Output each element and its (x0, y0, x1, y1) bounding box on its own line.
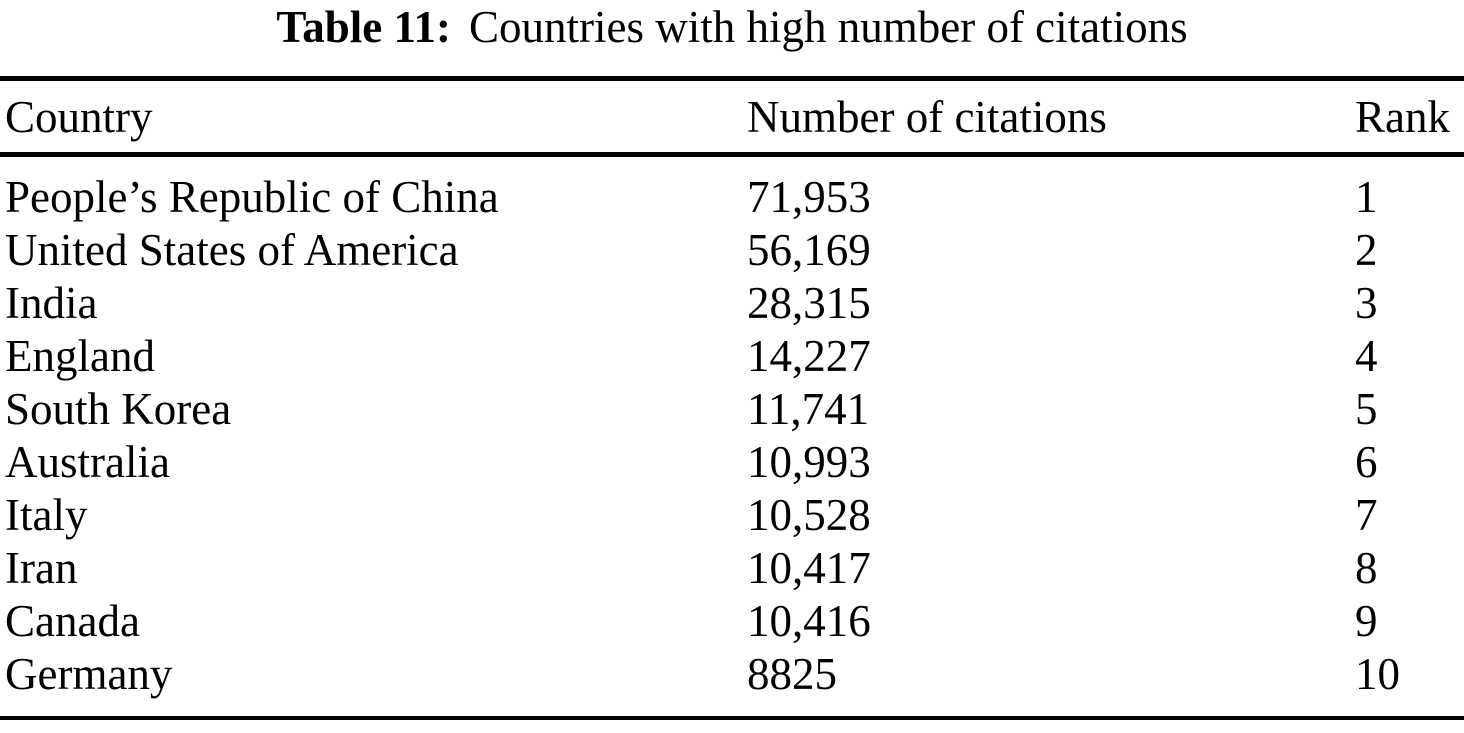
cell-rank: 5 (1355, 384, 1378, 434)
table-row: Iran 10,417 8 (0, 542, 1464, 595)
table-row: Canada 10,416 9 (0, 595, 1464, 648)
column-header-country: Country (0, 78, 747, 157)
table-row: People’s Republic of China 71,953 1 (0, 155, 1464, 225)
cell-citations: 10,993 (747, 437, 871, 487)
table-row: Italy 10,528 7 (0, 489, 1464, 542)
cell-country: Germany (5, 649, 173, 699)
cell-rank: 10 (1355, 649, 1400, 699)
table-row: Australia 10,993 6 (0, 436, 1464, 489)
cell-citations: 71,953 (747, 172, 871, 222)
cell-citations: 10,416 (747, 596, 871, 646)
citations-table: Country Number of citations Rank People’… (0, 76, 1464, 720)
cell-country: People’s Republic of China (5, 172, 499, 222)
cell-rank: 6 (1355, 437, 1378, 487)
cell-rank: 1 (1355, 172, 1378, 222)
table-row: England 14,227 4 (0, 330, 1464, 383)
cell-rank: 8 (1355, 543, 1378, 593)
cell-country: Iran (5, 543, 78, 593)
cell-citations: 28,315 (747, 278, 871, 328)
table-row: Germany 8825 10 (0, 648, 1464, 718)
cell-citations: 14,227 (747, 331, 871, 381)
cell-rank: 2 (1355, 225, 1378, 275)
cell-citations: 11,741 (747, 384, 870, 434)
cell-country: South Korea (5, 384, 232, 434)
cell-rank: 3 (1355, 278, 1378, 328)
cell-country: Australia (5, 437, 170, 487)
table-row: India 28,315 3 (0, 277, 1464, 330)
table-caption-text: Countries with high number of citations (468, 2, 1188, 52)
cell-country: United States of America (5, 225, 459, 275)
table-caption: Table 11: Countries with high number of c… (0, 0, 1464, 76)
cell-country: Italy (5, 490, 88, 540)
cell-citations: 10,417 (747, 543, 871, 593)
cell-country: Canada (5, 596, 140, 646)
cell-citations: 56,169 (747, 225, 871, 275)
column-header-citations: Number of citations (747, 78, 1355, 157)
table-row: United States of America 56,169 2 (0, 224, 1464, 277)
column-header-rank: Rank (1355, 78, 1464, 157)
cell-rank: 4 (1355, 331, 1378, 381)
cell-country: England (5, 331, 155, 381)
table-caption-label: Table 11: (276, 2, 451, 52)
header-row: Country Number of citations Rank (0, 78, 1464, 157)
cell-citations: 10,528 (747, 490, 871, 540)
cell-rank: 9 (1355, 596, 1378, 646)
table-row: South Korea 11,741 5 (0, 383, 1464, 436)
cell-rank: 7 (1355, 490, 1378, 540)
cell-country: India (5, 278, 98, 328)
cell-citations: 8825 (747, 649, 837, 699)
